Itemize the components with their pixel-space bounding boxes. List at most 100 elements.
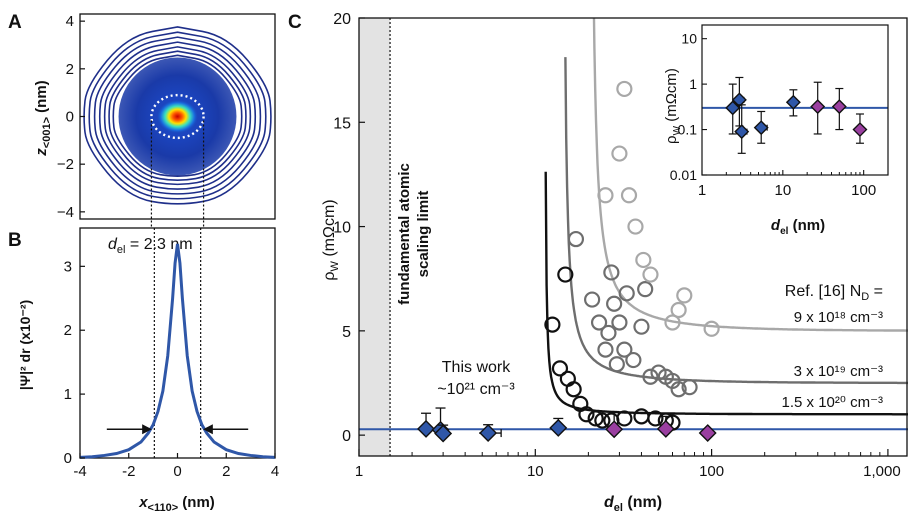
inset-plot: 1 10 100 0.01 0.1 1 10 [670,24,889,199]
panel-b-xlabel-main: x [138,494,148,511]
wavefunction-line [79,243,276,459]
data-point-circle [590,314,608,331]
inset-data-point [734,124,750,140]
panel-b-annotation-sub: el [117,244,126,256]
panel-c-limit-label-2: scaling limit [415,191,432,278]
x-tick-label: -4 [73,463,86,480]
panel-a-ylabel-main: z [33,148,50,157]
panel-c-ref-label-main: Ref. [16] N [785,283,861,300]
dotted-circle [150,93,205,140]
data-point-circle [584,291,601,308]
inset-xlabel-sub: el [780,226,789,237]
data-point-circle [578,406,595,423]
panel-c-xlabel-unit: (nm) [623,494,662,511]
y-tick-label: 0 [66,109,74,126]
panel-c-this-work-density: ~10²¹ cm⁻³ [437,381,515,398]
y-tick-label: 4 [66,13,74,30]
x-tick-label: -2 [122,463,135,480]
panel-c-xlabel: del (nm) [604,494,662,514]
panel-c-xlabel-main: d [604,494,615,511]
panel-c-curve-label-medium: 3 x 10¹⁹ cm⁻³ [794,363,883,380]
inset-x-tick-label: 1 [698,182,706,199]
data-point-circle [544,316,561,333]
inset-ylabel-unit: (mΩcm) [663,68,680,126]
data-point-circle [616,341,633,358]
density-hotspot [155,98,200,135]
inset-data-point [852,122,868,138]
inset-data-point [753,120,769,136]
contour-line [108,50,247,181]
data-point-circle [676,287,693,304]
y-tick-label: 20 [333,11,351,28]
inset-data-point [725,100,741,116]
x-tick-label: 2 [222,463,230,480]
data-point-circle [625,351,642,369]
panel-c-ylabel-main: ρ [321,272,338,281]
panel-a-ylabel-sub: <001> [41,117,53,148]
inset-ylabel-main: ρ [663,135,680,144]
inset-data-point [810,99,826,115]
fit-curve [564,57,908,385]
panel-c-plot: 1 10 100 1,000 0 5 10 15 20 [333,11,908,480]
data-point-circle [603,264,620,281]
inset-data-point [785,94,801,110]
data-point-circle [557,266,574,283]
y-tick-label: −2 [57,156,74,173]
panel-c-curve-label-dark: 1.5 x 10²⁰ cm⁻³ [782,394,883,411]
y-tick-label: 15 [333,115,351,132]
panel-c-xlabel-sub: el [614,502,623,514]
data-point-circle [565,381,582,398]
panel-b-xlabel-unit: (nm) [178,494,215,511]
data-point-circle [681,379,698,396]
panel-c-curve-label-light: 9 x 10¹⁸ cm⁻³ [794,309,883,326]
inset-ylabel: ρW (mΩcm) [663,68,683,144]
data-point-circle [633,408,650,425]
contour-line [98,41,257,190]
contour-line [88,31,267,200]
panel-c-ref-label-sub: D [861,291,869,303]
inset-ylabel-sub: W [672,125,683,135]
data-point-circle [642,266,659,283]
panel-c-this-work-label: This work [442,359,511,376]
data-point-circle [606,295,623,312]
panel-a-letter: A [8,12,22,33]
panel-c-limit-label-1: fundamental atomic [396,163,413,305]
data-point-circle [620,187,638,204]
data-point-diamond [656,419,675,438]
data-point-circle [611,145,628,162]
x-tick-label: 10 [527,463,544,480]
contour-line [112,54,243,177]
data-point-circle [637,281,654,298]
inset-y-tick-label: 10 [681,31,697,47]
data-point-circle [670,301,687,319]
y-tick-label: 5 [342,324,351,341]
panel-b-letter: B [8,230,22,251]
inset-x-tick-label: 100 [851,182,876,199]
plot-frame [358,17,908,457]
arrow-right-head [203,424,213,435]
panel-a-axis: −4 −2 0 2 4 [57,13,205,228]
panel-c-curves [359,18,908,431]
data-point-circle [594,412,611,429]
data-point-circle [664,314,681,331]
inset-y-tick-label: 0.01 [670,167,697,183]
panel-c-ref-label-tail: = [869,283,883,300]
panel-b: B |Ψ|² dr (x10⁻²) del = 2.3 nm -4 -2 0 2 4 0 1… [8,227,279,514]
panel-a-ylabel: z<001> (nm) [33,80,53,156]
data-point-circle [647,410,664,427]
panel-b-annotation-value: = 2.3 nm [125,236,192,253]
data-point-circle [633,318,650,335]
inset-y-tick-label: 1 [689,76,697,92]
panel-b-xlabel: x<110> (nm) [138,494,215,514]
data-point-circle [616,80,633,98]
data-point-circle [587,410,604,427]
inset-x-tick-label: 10 [774,182,791,199]
data-point-circle [567,230,585,248]
panel-c-ylabel-sub: W [329,261,341,272]
data-point-circle [597,341,614,358]
data-point-circle [642,368,659,385]
data-point-circle [635,251,652,269]
data-point-diamond [698,424,717,443]
panel-b-ylabel: |Ψ|² dr (x10⁻²) [17,300,33,390]
